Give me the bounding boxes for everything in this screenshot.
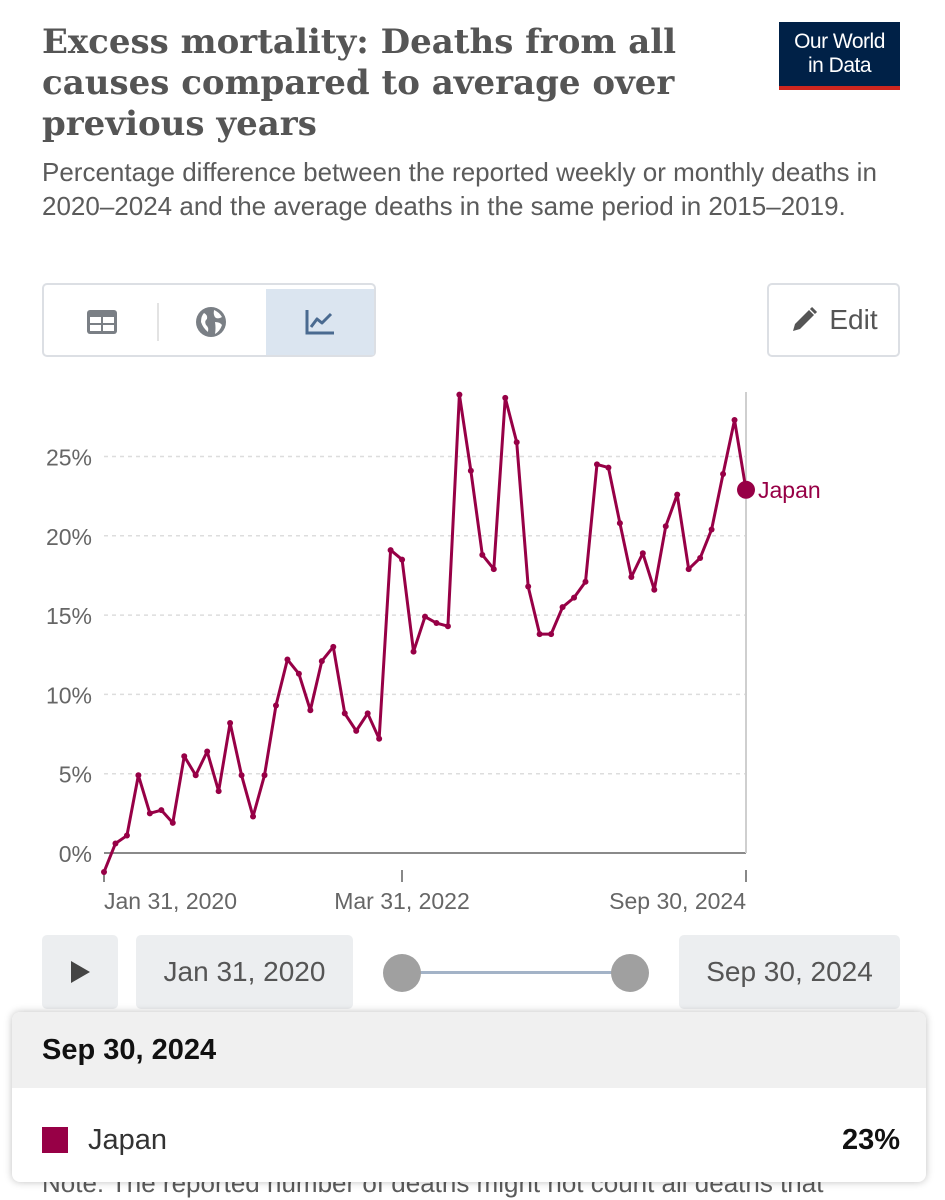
data-point — [341, 710, 348, 717]
y-tick-label: 0% — [59, 841, 92, 867]
view-tabs — [42, 283, 376, 357]
data-point — [387, 547, 394, 554]
data-point — [101, 869, 107, 876]
logo-line-1: Our World — [794, 30, 885, 53]
hover-tooltip: Sep 30, 2024 Japan 23% — [12, 1012, 926, 1182]
data-point — [593, 461, 600, 468]
data-point — [204, 748, 211, 755]
data-point — [571, 594, 578, 601]
y-tick-label: 5% — [59, 762, 92, 788]
play-button[interactable] — [42, 935, 118, 1009]
x-tick-label: Jan 31, 2020 — [104, 888, 237, 914]
y-tick-label: 25% — [46, 445, 92, 471]
data-point — [135, 772, 142, 779]
data-point — [376, 735, 383, 742]
data-point — [433, 620, 440, 627]
data-point — [616, 520, 623, 527]
chart-title: Excess mortality: Deaths from all causes… — [42, 22, 677, 144]
data-point — [250, 813, 257, 820]
tab-chart[interactable] — [266, 289, 374, 355]
logo-line-2: in Data — [807, 54, 872, 77]
y-tick-label: 10% — [46, 682, 92, 708]
data-point — [261, 772, 268, 779]
data-point — [272, 702, 279, 709]
chart-subtitle: Percentage difference between the report… — [42, 157, 877, 221]
data-point — [146, 810, 153, 817]
edit-button[interactable]: Edit — [767, 283, 900, 357]
tab-map[interactable] — [157, 289, 265, 355]
data-point — [525, 583, 532, 590]
data-point — [112, 840, 119, 847]
owid-logo[interactable]: Our World in Data — [779, 22, 900, 90]
data-point — [123, 832, 130, 839]
y-tick-label: 20% — [46, 524, 92, 550]
data-point — [639, 550, 646, 557]
data-point — [548, 631, 555, 638]
data-point — [158, 807, 165, 814]
data-point — [731, 417, 738, 424]
tooltip-value: 23% — [841, 1123, 900, 1156]
data-point — [513, 439, 520, 446]
data-point — [169, 819, 176, 826]
timeline-end-date[interactable]: Sep 30, 2024 — [679, 935, 900, 1009]
data-point — [353, 727, 360, 734]
tooltip-series-name: Japan — [88, 1123, 168, 1156]
data-point — [502, 394, 509, 401]
data-point — [227, 719, 234, 726]
data-point — [364, 710, 371, 717]
data-point — [181, 753, 188, 760]
table-icon — [87, 310, 117, 334]
line-chart: 0% 5% 10% 15% 20% 25% Jan 31, 2020 Mar 31, 202… — [46, 391, 821, 914]
data-point — [605, 464, 612, 471]
data-point — [467, 467, 474, 474]
play-icon — [71, 961, 90, 983]
data-point — [399, 556, 406, 563]
tab-table[interactable] — [48, 289, 156, 355]
tooltip-date: Sep 30, 2024 — [12, 1012, 926, 1088]
data-point — [685, 566, 692, 573]
data-point — [708, 526, 715, 533]
data-point — [651, 586, 658, 593]
data-point — [536, 631, 543, 638]
data-point — [307, 707, 314, 714]
data-point — [720, 470, 727, 477]
data-point — [192, 772, 199, 779]
series-endpoint — [737, 480, 755, 499]
data-point — [422, 613, 428, 620]
data-point — [662, 523, 669, 530]
data-point — [215, 788, 222, 795]
x-tick-label: Mar 31, 2022 — [334, 888, 470, 914]
tab-separator — [157, 303, 159, 341]
globe-icon — [196, 307, 226, 337]
data-point — [456, 391, 463, 398]
timeline-slider-track[interactable] — [402, 971, 630, 974]
data-point — [490, 566, 497, 573]
timeline-end-handle[interactable] — [611, 954, 649, 992]
data-point — [410, 648, 417, 655]
data-point — [238, 772, 245, 779]
edit-label: Edit — [829, 304, 878, 335]
x-tick-label: Sep 30, 2024 — [609, 888, 746, 914]
timeline-start-date[interactable]: Jan 31, 2020 — [136, 935, 353, 1009]
series-label-japan: Japan — [758, 477, 821, 503]
timeline-start-handle[interactable] — [383, 954, 421, 992]
data-point — [582, 578, 589, 585]
series-line-japan — [102, 393, 748, 873]
tooltip-row: Japan 23% — [42, 1120, 900, 1160]
y-tick-label: 15% — [46, 603, 92, 629]
line-chart-icon — [305, 310, 334, 335]
data-point — [295, 670, 302, 677]
data-point — [284, 656, 291, 663]
data-point — [479, 551, 486, 558]
data-point — [444, 623, 451, 630]
data-point — [674, 491, 681, 498]
legend-swatch — [42, 1127, 68, 1153]
data-point — [697, 555, 704, 562]
pencil-icon — [793, 306, 818, 331]
data-point — [559, 604, 566, 611]
data-point — [628, 574, 635, 581]
data-point — [318, 658, 325, 665]
data-point — [330, 643, 337, 650]
